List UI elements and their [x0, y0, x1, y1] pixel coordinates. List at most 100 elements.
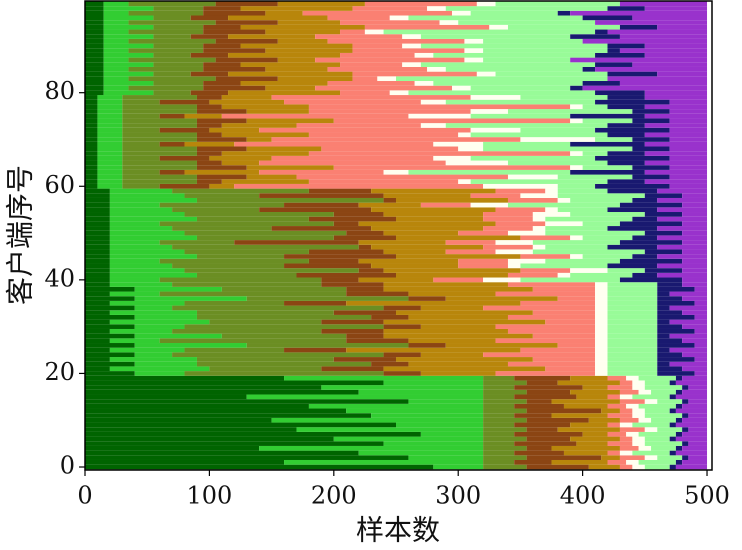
bar-segment: [657, 188, 708, 194]
bar-segment: [657, 24, 708, 30]
bar-segment: [321, 385, 484, 390]
bar-segment: [545, 216, 633, 222]
bar-segment: [694, 328, 708, 334]
bar-segment: [408, 291, 496, 297]
bar-segment: [215, 76, 278, 82]
bar-segment: [265, 66, 328, 72]
bar-segment: [570, 254, 583, 259]
bar-segment: [122, 169, 160, 175]
bar-segment: [103, 71, 154, 77]
bar-segment: [601, 408, 620, 414]
bar-segment: [657, 216, 708, 222]
bar-segment: [483, 38, 583, 44]
bar-segment: [215, 57, 278, 63]
bar-segment: [644, 160, 708, 166]
bar-segment: [595, 352, 608, 358]
bar-segment: [595, 366, 608, 372]
bar-segment: [607, 403, 627, 409]
bar-segment: [346, 291, 409, 297]
bar-segment: [85, 272, 110, 278]
bar-segment: [383, 305, 421, 311]
bar-segment: [495, 1, 620, 7]
bar-segment: [551, 459, 608, 465]
bar-segment: [632, 272, 658, 278]
bar-segment: [526, 417, 589, 423]
bar-segment: [433, 81, 583, 86]
bar-segment: [675, 464, 708, 470]
bar-segment: [682, 282, 708, 287]
bar-segment: [85, 408, 347, 414]
bar-segment: [228, 34, 316, 39]
bar-segment: [109, 240, 160, 245]
bar-segment: [675, 375, 683, 381]
bar-segment: [85, 38, 104, 44]
bar-segment: [358, 221, 496, 227]
bar-segment: [196, 272, 297, 278]
bar-segment: [85, 169, 98, 175]
bar-segment: [669, 165, 708, 170]
bar-segment: [495, 188, 546, 194]
bar-segment: [383, 371, 421, 376]
bar-segment: [85, 118, 98, 124]
bar-segment: [352, 71, 477, 77]
bar-segment: [669, 380, 676, 386]
bar-segment: [669, 155, 708, 161]
bar-segment: [433, 464, 484, 470]
bar-segment: [109, 268, 185, 273]
bar-segment: [588, 417, 620, 423]
bar-segment: [638, 459, 676, 465]
bar-segment: [240, 24, 365, 30]
bar-segment: [85, 165, 98, 170]
bar-segment: [644, 169, 708, 175]
bar-segment: [103, 24, 154, 30]
bar-segment: [545, 188, 558, 194]
bar-segment: [495, 71, 608, 77]
bar-segment: [196, 235, 334, 241]
bar-segment: [682, 193, 708, 198]
bar-segment: [277, 1, 365, 7]
bar-segment: [619, 464, 633, 470]
bar-segment: [483, 427, 527, 432]
bar-segment: [607, 361, 658, 367]
bar-segment: [644, 436, 670, 442]
bar-segment: [619, 422, 633, 428]
bar-segment: [159, 127, 210, 133]
bar-segment: [451, 10, 471, 16]
bar-segment: [582, 165, 633, 170]
bar-segment: [545, 244, 608, 250]
bar-segment: [520, 263, 608, 269]
bar-segment: [483, 375, 515, 381]
bar-segment: [595, 319, 608, 325]
bar-segment: [85, 127, 98, 133]
bar-segment: [315, 34, 403, 39]
bar-segment: [284, 300, 347, 306]
bar-segment: [675, 450, 708, 456]
bar-segment: [85, 413, 372, 418]
bar-segment: [526, 427, 558, 432]
bar-segment: [109, 357, 197, 362]
bar-segment: [246, 296, 409, 301]
bar-segment: [284, 347, 347, 353]
bar-segment: [464, 38, 484, 44]
bar-segment: [607, 29, 708, 35]
bar-segment: [352, 43, 403, 49]
bar-segment: [371, 361, 409, 367]
x-tick-label: 300: [435, 482, 481, 510]
bar-segment: [595, 137, 633, 142]
bar-segment: [327, 15, 390, 21]
bar-segment: [619, 81, 708, 86]
bar-segment: [632, 174, 670, 180]
bar-segment: [458, 179, 471, 184]
bar-segment: [85, 277, 110, 283]
bar-segment: [346, 347, 521, 353]
bar-segment: [644, 408, 670, 414]
bar-segment: [109, 207, 173, 213]
bar-segment: [109, 212, 185, 217]
bar-segment: [638, 389, 652, 395]
bar-segment: [246, 137, 272, 142]
bar-segment: [103, 90, 154, 96]
bar-segment: [607, 188, 658, 194]
bar-segment: [196, 179, 222, 184]
bar-segment: [333, 436, 484, 442]
bar-segment: [626, 459, 639, 465]
